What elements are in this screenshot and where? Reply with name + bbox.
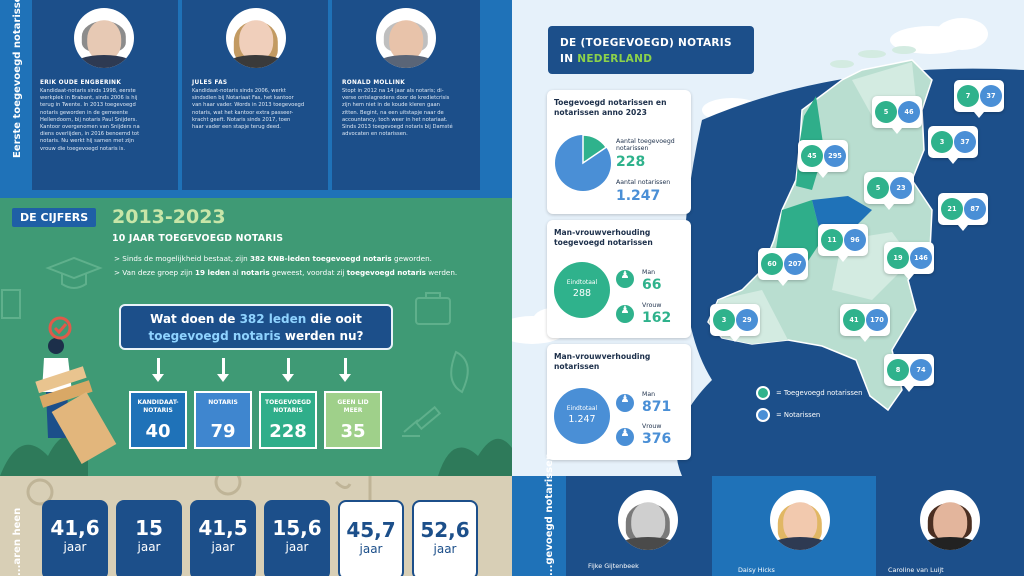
- briefcase-icon: [415, 297, 451, 325]
- cijfers-subtitle: 10 JAAR TOEGEVOEGD NOTARIS: [112, 233, 284, 244]
- woman-icon: ♟: [616, 305, 634, 323]
- feather-icon: [450, 350, 469, 394]
- avatar-erik: [74, 8, 134, 68]
- cijfers-tag: DE CIJFERS: [12, 208, 97, 227]
- map-pin: 8 74: [884, 354, 934, 392]
- legend-dot-toegevoegd: [756, 386, 770, 400]
- map-pin: 5 23: [864, 172, 914, 210]
- avatar-fijke: [618, 490, 678, 550]
- duration-side-label: ...aren heen: [12, 507, 23, 576]
- bottom-profiles-side-label: ...gevoegd notarissen: [544, 453, 555, 576]
- duration-card: 52,6 jaar: [412, 500, 478, 576]
- profile-bio-ronald: Stopt in 2012 na 14 jaar als notaris; di…: [342, 88, 453, 138]
- avatar-caroline: [920, 490, 980, 550]
- profile-name-jules: JULES FAS: [192, 80, 228, 86]
- avatar-jules: [226, 8, 286, 68]
- legend-dot-notarissen: [756, 408, 770, 422]
- arrow-down-icon: [282, 358, 294, 382]
- profile-name-fijke: Fijke Gijtenbeek: [588, 562, 639, 570]
- person-illustration: [35, 316, 117, 464]
- top-profiles-side-label: Eerste toegevoegd notarissen: [12, 0, 23, 158]
- map-pin: 7 37: [954, 80, 1004, 118]
- legend-label-notarissen: = Notarissen: [776, 411, 821, 419]
- map-pin: 3 29: [710, 304, 760, 342]
- man-count-toegevoegd: 66: [642, 277, 662, 293]
- clock-icon: [214, 476, 242, 496]
- cijfers-years: 2013-2023: [112, 206, 226, 228]
- vrouw-count-notarissen: 376: [642, 431, 672, 447]
- avatar-ronald: [376, 8, 436, 68]
- map-pin: 21 87: [938, 193, 988, 231]
- duration-card: 15,6 jaar: [264, 500, 330, 576]
- totals-label-toegevoegd: Aantal toegevoegd notarissen: [616, 138, 675, 152]
- profile-bio-erik: Kandidaat-notaris sinds 1998, eerste werk…: [40, 88, 140, 152]
- arrow-down-icon: [152, 358, 164, 382]
- status-box-notaris: NOTARIS 79: [194, 391, 252, 449]
- profile-name-erik: ERIK OUDE ENGBERINK: [40, 80, 122, 86]
- status-box-kandidaat: KANDIDAAT- NOTARIS 40: [129, 391, 187, 449]
- map-pin: 11 96: [818, 224, 868, 262]
- cijfers-decoration: [0, 256, 512, 476]
- status-box-geen-lid: GEEN LID MEER 35: [324, 391, 382, 449]
- map-pin: 19 146: [884, 242, 934, 280]
- gender-total-circle: Eindtotaal 1.247: [554, 388, 610, 444]
- profile-name-ronald: RONALD MOLLINK: [342, 80, 406, 86]
- duration-card: 15 jaar: [116, 500, 182, 576]
- map-pin: 3 37: [928, 126, 978, 164]
- document-icon: [1, 289, 21, 319]
- duration-card: 45,7 jaar: [338, 500, 404, 576]
- checkmark-icon: [48, 316, 72, 340]
- profile-bio-jules: Kandidaat-notaris sinds 2006, werkt sinds…: [192, 88, 305, 131]
- status-box-toegevoegd: TOEGEVOEGD NOTARIS 228: [259, 391, 317, 449]
- cijfers-question: Wat doen de 382 leden die ooit toegevoeg…: [119, 304, 393, 350]
- map-pin: 60 207: [758, 248, 808, 286]
- map-title: DE (TOEGEVOEGD) NOTARIS IN NEDERLAND: [548, 26, 754, 74]
- man-label: Man: [642, 391, 656, 398]
- map-pin: 5 46: [872, 96, 922, 134]
- man-count-notarissen: 871: [642, 399, 672, 415]
- totals-pie-chart: [555, 134, 611, 191]
- vrouw-label: Vrouw: [642, 302, 662, 309]
- vrouw-label: Vrouw: [642, 423, 662, 430]
- cijfers-bullet-1: > Sinds de mogelijkheid bestaat, zijn 38…: [114, 254, 432, 263]
- arrow-down-icon: [217, 358, 229, 382]
- graduation-cap-icon: [45, 256, 103, 280]
- man-label: Man: [642, 269, 656, 276]
- totals-value-toegevoegd: 228: [616, 154, 646, 170]
- avatar-daisy: [770, 490, 830, 550]
- profile-name-caroline: Caroline van Luijt: [888, 566, 944, 574]
- woman-icon: ♟: [616, 428, 634, 446]
- clock-icon: [26, 478, 54, 506]
- duration-card: 41,5 jaar: [190, 500, 256, 576]
- gender-total-circle: Eindtotaal 288: [554, 262, 610, 318]
- duration-card: 41,6 jaar: [42, 500, 108, 576]
- map-pin: 45 295: [798, 140, 848, 178]
- man-icon: ♟: [616, 270, 634, 288]
- totals-label-notarissen: Aantal notarissen: [616, 179, 671, 186]
- profile-name-daisy: Daisy Hicks: [738, 566, 775, 574]
- arrow-down-icon: [339, 358, 351, 382]
- vrouw-count-toegevoegd: 162: [642, 310, 672, 326]
- legend-label-toegevoegd: = Toegevoegd notarissen: [776, 389, 863, 397]
- man-icon: ♟: [616, 394, 634, 412]
- cijfers-bullet-2: > Van deze groep zijn 19 leden al notari…: [114, 268, 458, 277]
- map-pin: 41 170: [840, 304, 890, 342]
- totals-value-notarissen: 1.247: [616, 188, 661, 204]
